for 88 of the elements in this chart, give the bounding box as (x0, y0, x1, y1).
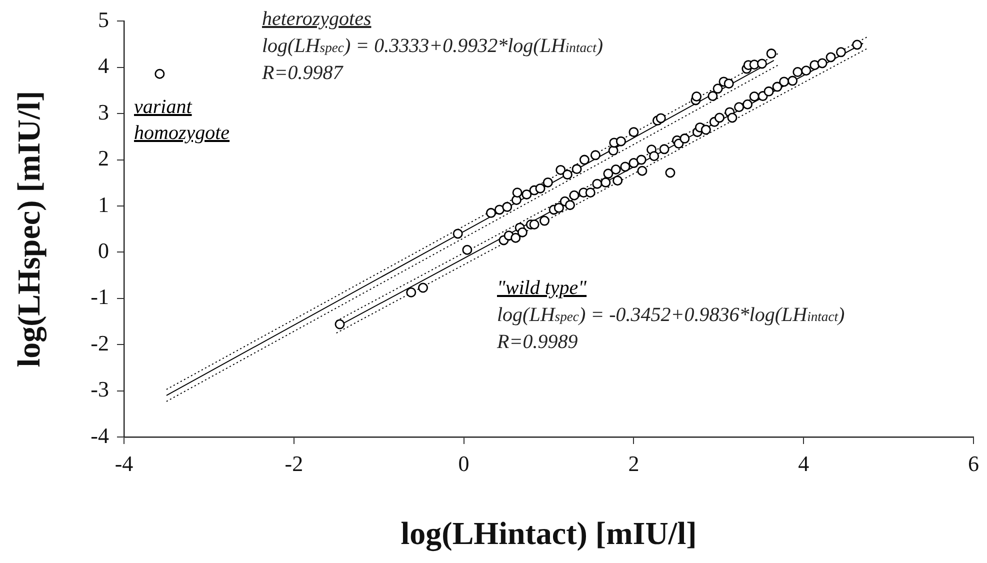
point (788, 76, 798, 86)
y-tick-label: 2 (98, 146, 109, 171)
point (510, 232, 521, 243)
point (585, 188, 596, 198)
series-label: "wild type" (497, 276, 587, 301)
point (852, 40, 862, 50)
point (636, 154, 646, 165)
point (749, 92, 760, 102)
point (462, 244, 472, 255)
y-tick-label: -2 (90, 330, 109, 356)
x-tick-label: 6 (968, 450, 979, 476)
point (610, 164, 621, 174)
y-tick-label: 0 (98, 238, 109, 263)
point (801, 66, 812, 76)
point (608, 146, 618, 156)
point (772, 82, 782, 92)
point (517, 227, 528, 238)
point (334, 319, 345, 330)
point (486, 208, 496, 218)
point (612, 176, 623, 186)
point (700, 124, 711, 135)
point (569, 190, 580, 200)
y-tick-label: 4 (98, 53, 109, 78)
y-tick-label: 3 (98, 99, 109, 124)
x-tick-label: 0 (458, 450, 470, 476)
point (779, 76, 790, 87)
point (826, 52, 836, 62)
point (724, 78, 734, 89)
y-tick-label: -3 (90, 376, 109, 402)
point (564, 200, 575, 210)
annotation: heterozygotes (262, 7, 372, 32)
x-tick-label: 2 (628, 450, 640, 476)
point (734, 102, 744, 112)
point (659, 144, 670, 154)
point (692, 92, 702, 102)
point (579, 154, 590, 165)
point (535, 183, 546, 194)
series-label: variant homozygote (134, 95, 231, 146)
point (665, 168, 676, 178)
point (512, 188, 522, 198)
point (494, 204, 504, 215)
point (714, 112, 724, 123)
point (572, 164, 582, 174)
point (540, 216, 550, 226)
point (529, 219, 540, 230)
point (522, 189, 532, 200)
point (766, 48, 776, 59)
annotation: R=0.9987 (262, 61, 343, 86)
point (154, 68, 165, 79)
point (590, 150, 600, 160)
point (817, 58, 828, 68)
point (792, 67, 803, 78)
point (556, 164, 566, 175)
point (742, 99, 753, 110)
point (836, 47, 846, 58)
point (616, 136, 626, 146)
x-tick-label: -2 (284, 450, 304, 476)
y-tick-label: -1 (90, 284, 109, 310)
point (620, 162, 630, 172)
point (756, 58, 767, 69)
point (406, 287, 416, 298)
x-axis-title: log(LHintact) [mIU/l] (400, 515, 697, 552)
point (656, 113, 666, 124)
point (637, 166, 648, 176)
point (764, 86, 774, 96)
point (452, 228, 463, 239)
point (592, 178, 602, 189)
point (649, 151, 660, 162)
point (628, 158, 639, 168)
x-tick-label: 4 (798, 450, 810, 476)
point (418, 282, 428, 293)
point (562, 170, 572, 180)
point (502, 202, 512, 212)
point (680, 134, 690, 144)
point (554, 202, 564, 213)
point (712, 84, 723, 94)
point (542, 177, 553, 188)
point (708, 91, 718, 102)
point (600, 177, 611, 188)
y-tick-label: 5 (98, 6, 109, 32)
y-axis-title: log(LHspec) [mIU/l] (10, 90, 48, 368)
annotation: R=0.9989 (497, 330, 578, 355)
x-tick-label: -4 (114, 450, 134, 476)
point (603, 168, 614, 179)
point (727, 112, 738, 123)
point (628, 127, 639, 138)
y-tick-label: -4 (90, 422, 109, 448)
y-tick-label: 1 (98, 192, 109, 217)
